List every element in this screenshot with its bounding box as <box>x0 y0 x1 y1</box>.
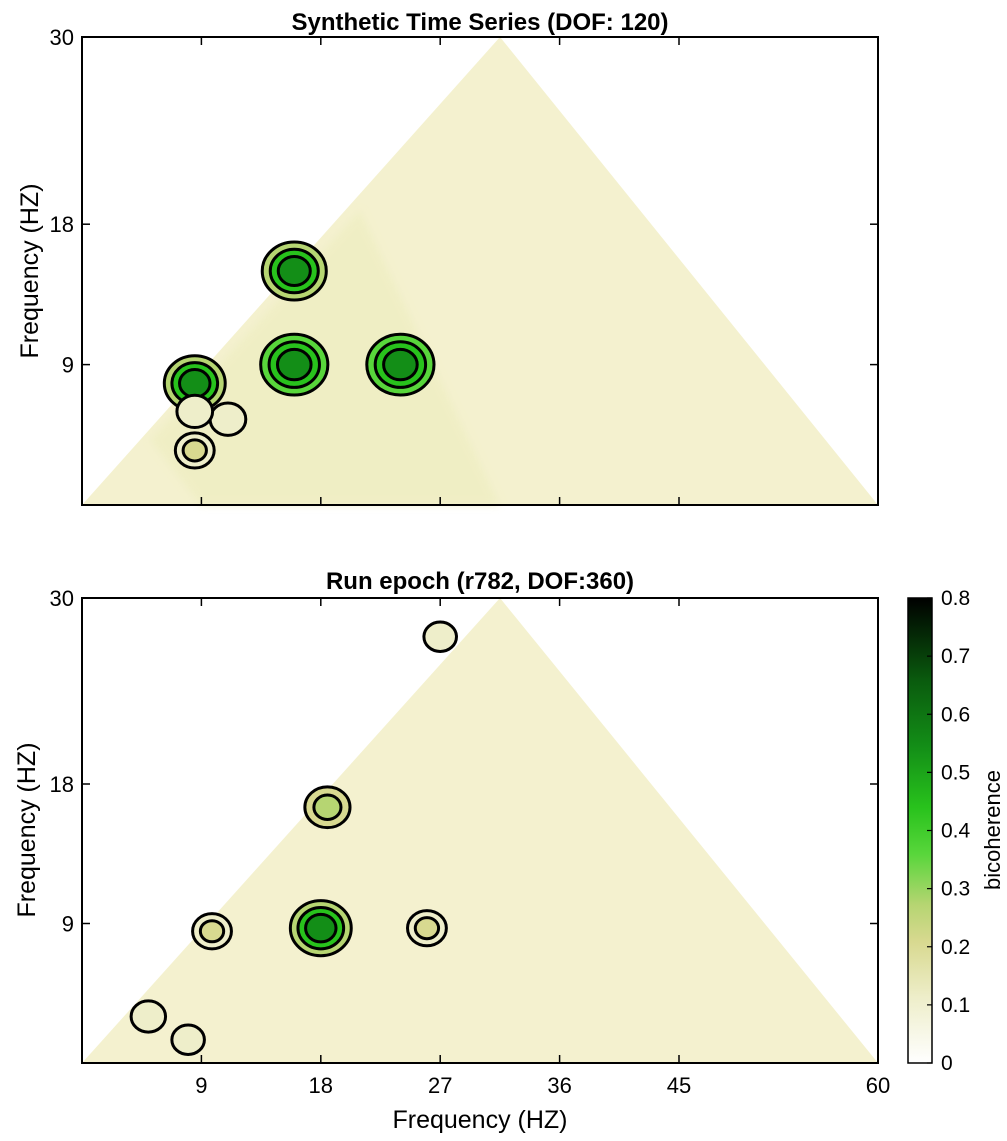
top-ticks: 9 18 30 <box>50 25 879 505</box>
contour-line <box>129 999 168 1034</box>
x-tick-label: 9 <box>195 1073 207 1098</box>
bottom-xlabel: Frequency (HZ) <box>392 1106 567 1134</box>
colorbar-tick-label: 0.2 <box>941 936 970 959</box>
bottom-ylabel: Frequency (HZ) <box>13 742 41 917</box>
bottom-panel: Run epoch (r782, DOF:360) 9 18 30 9 18 27 36 45… <box>13 568 890 1134</box>
contour-peak <box>365 332 436 397</box>
top-axes-frame <box>81 36 879 506</box>
bottom-title: Run epoch (r782, DOF:360) <box>326 568 634 595</box>
contour-peak <box>175 393 215 430</box>
colorbar-tick-label: 0.4 <box>941 820 971 843</box>
y-tick-label: 18 <box>50 212 74 237</box>
contour-line <box>178 368 212 399</box>
colorbar-tick-label: 0.1 <box>941 994 970 1017</box>
contour-peak <box>208 401 248 437</box>
contour-peak <box>422 620 458 653</box>
contour-peak <box>406 909 448 948</box>
contour-peak <box>288 899 353 958</box>
y-tick-label: 30 <box>50 25 74 50</box>
x-tick-label: 60 <box>866 1073 890 1098</box>
y-tick-label: 9 <box>62 912 74 937</box>
contour-line <box>312 793 343 822</box>
colorbar-tick-label: 0 <box>941 1052 953 1075</box>
x-tick-label: 36 <box>547 1073 571 1098</box>
x-tick-label: 27 <box>428 1073 452 1098</box>
contour-line <box>175 393 215 430</box>
y-tick-label: 9 <box>62 353 74 378</box>
contour-line <box>208 401 248 437</box>
contour-line <box>382 347 419 382</box>
contour-line <box>422 620 458 653</box>
colorbar-tick-label: 0.6 <box>941 703 970 726</box>
bottom-contours <box>129 620 458 1056</box>
top-panel: Synthetic Time Series (DOF: 120) 9 18 30 F… <box>16 9 879 506</box>
top-ylabel: Frequency (HZ) <box>16 183 44 358</box>
contour-line <box>276 255 312 287</box>
colorbar: 0 0.1 0.2 0.3 0.4 0.5 0.6 0.7 0.8 bicoherence <box>907 587 1005 1075</box>
contour-line <box>181 438 208 463</box>
y-tick-label: 30 <box>50 586 74 611</box>
colorbar-label: bicoherence <box>980 770 1005 890</box>
x-tick-label: 18 <box>309 1073 333 1098</box>
colorbar-ticks: 0 0.1 0.2 0.3 0.4 0.5 0.6 0.7 0.8 <box>927 587 971 1075</box>
x-tick-label: 45 <box>667 1073 691 1098</box>
bottom-axes-frame <box>81 597 879 1064</box>
contour-peak <box>260 240 328 302</box>
contour-line <box>275 347 313 382</box>
colorbar-tick-label: 0.7 <box>941 645 970 668</box>
contour-line <box>170 1023 206 1056</box>
top-contours <box>162 240 436 470</box>
contour-peak <box>129 999 168 1034</box>
bottom-ticks: 9 18 30 9 18 27 36 45 60 <box>50 586 891 1098</box>
colorbar-tick-label: 0.5 <box>941 761 970 784</box>
top-title: Synthetic Time Series (DOF: 120) <box>291 9 668 36</box>
contour-peak <box>191 912 233 951</box>
contour-peak <box>173 431 216 470</box>
contour-line <box>304 912 338 944</box>
contour-line <box>198 919 226 944</box>
bottom-triangle-background <box>82 598 878 1063</box>
contour-peak <box>303 785 352 830</box>
y-tick-label: 18 <box>50 772 74 797</box>
contour-peak <box>259 332 330 397</box>
colorbar-tick-label: 0.8 <box>941 587 970 610</box>
contour-line <box>413 916 441 941</box>
contour-peak <box>170 1023 206 1056</box>
colorbar-tick-label: 0.3 <box>941 878 970 901</box>
